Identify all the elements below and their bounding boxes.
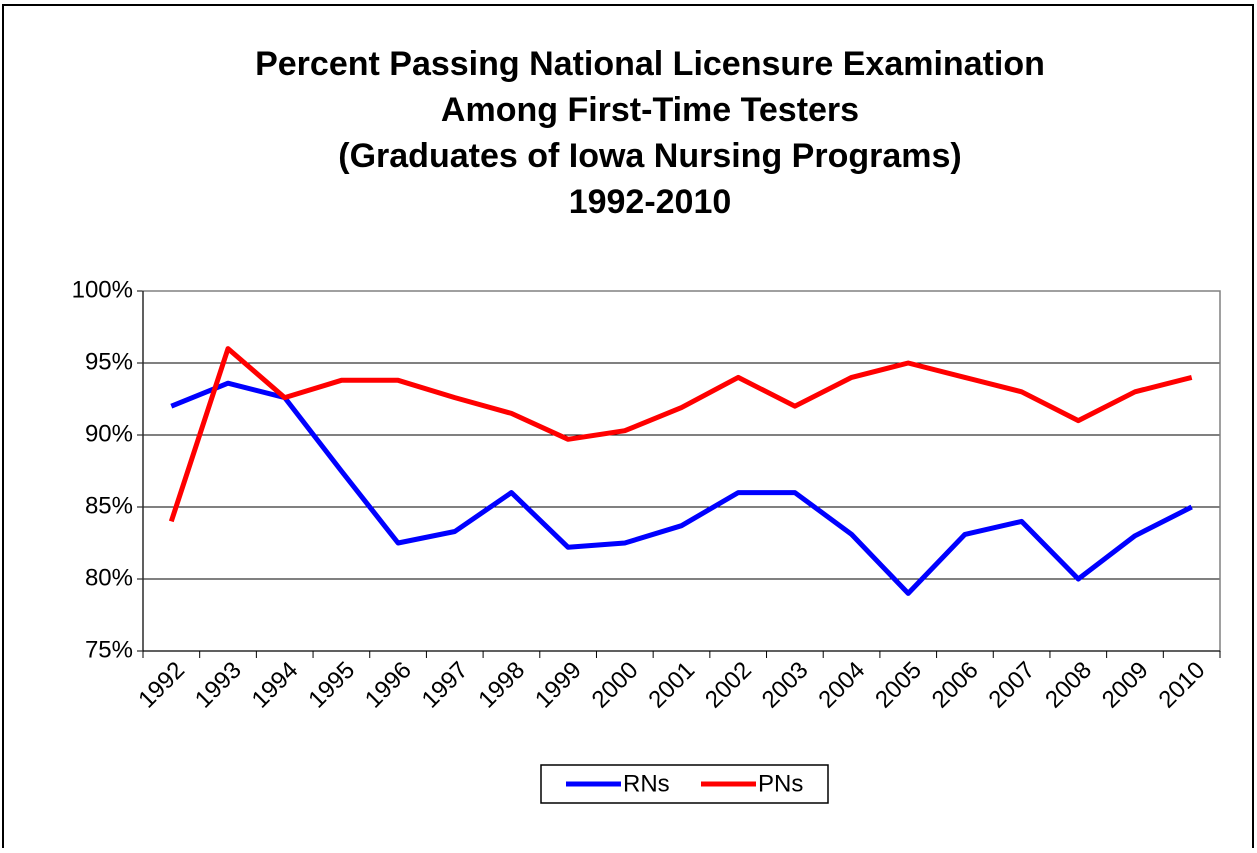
y-tick-label: 95%	[85, 348, 133, 375]
y-tick-label: 75%	[85, 636, 133, 663]
legend-label: RNs	[623, 770, 670, 797]
legend-label: PNs	[758, 770, 803, 797]
y-tick-label: 85%	[85, 492, 133, 519]
chart-title: 1992-2010	[569, 183, 732, 221]
series-line	[170, 380, 1193, 596]
chart-title: Among First-Time Testers	[441, 91, 859, 129]
series-line	[168, 346, 1193, 523]
y-tick-label: 90%	[85, 420, 133, 447]
chart-title: (Graduates of Iowa Nursing Programs)	[338, 137, 961, 175]
chart-border	[2, 4, 1254, 851]
chart-title: Percent Passing National Licensure Exami…	[255, 45, 1045, 83]
y-tick-label: 80%	[85, 564, 133, 591]
y-tick-label: 100%	[72, 276, 133, 303]
